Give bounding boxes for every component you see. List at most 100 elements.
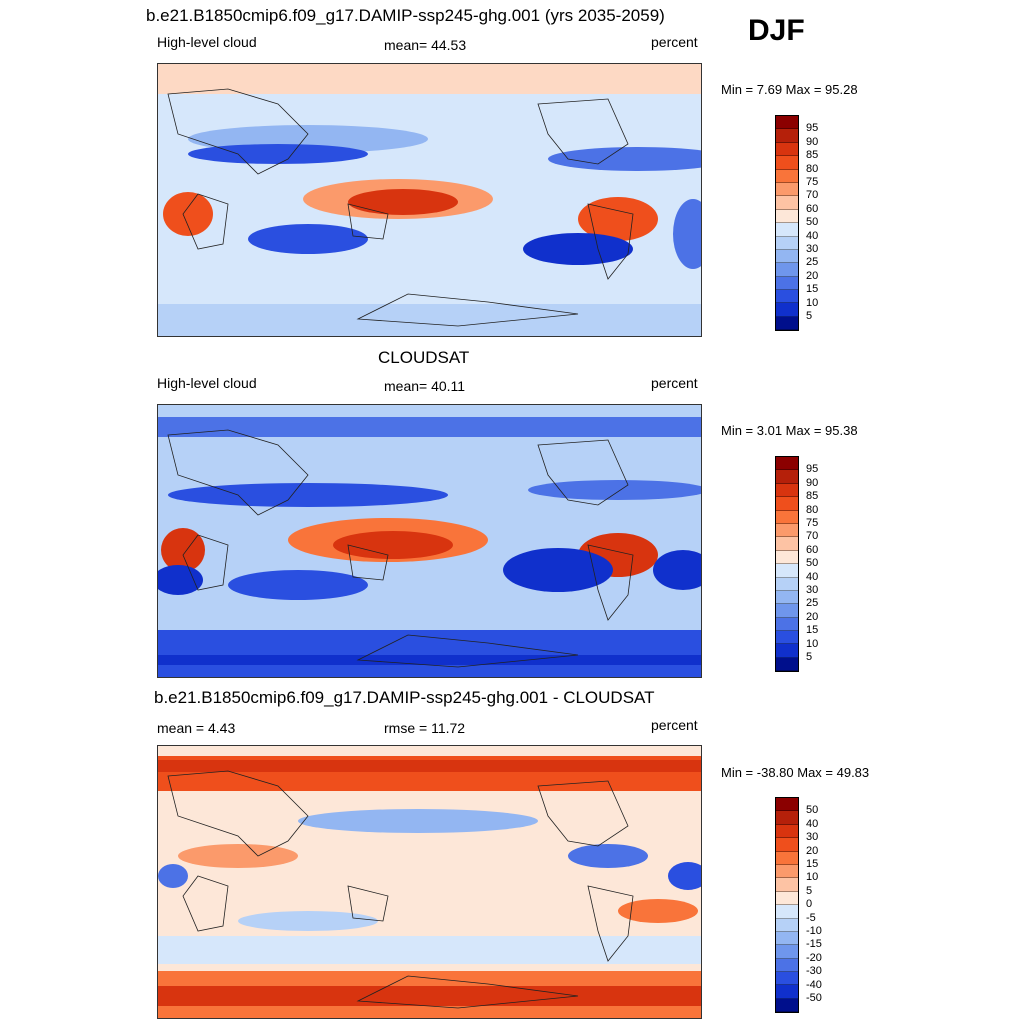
colorbar-tick-label: 70 [806,530,819,543]
colorbar-swatch [776,497,798,511]
colorbar-tick-label: 75 [806,517,819,529]
colorbar-swatch [776,523,798,538]
colorbar-swatch [776,156,798,170]
colorbar-tick-label: 15 [806,283,819,296]
colorbar-tick-label: 75 [806,176,819,188]
colorbar-swatch [776,657,798,672]
colorbar-tick-label: 15 [806,858,819,870]
colorbar-tick-label: 90 [806,135,819,148]
colorbar-swatch [776,604,798,618]
panel2-mean-label: mean= 40.11 [384,378,466,394]
colorbar-swatch [776,644,798,658]
colorbar-swatch [776,590,798,605]
colorbar-swatch [776,169,798,183]
colorbar-tick-label: 85 [806,149,819,162]
colorbar-tick-label: 5 [806,884,813,897]
colorbar-tick-label: 5 [806,651,813,663]
colorbar-swatch [776,142,798,157]
colorbar-tick-label: 10 [806,871,819,884]
panel3-colorbar [775,797,799,1014]
colorbar-swatch [776,483,798,498]
colorbar-swatch [776,196,798,210]
colorbar-tick-label: 25 [806,597,819,610]
colorbar-swatch [776,457,798,471]
colorbar-tick-label: 90 [806,476,819,489]
season-label: DJF [748,14,805,47]
colorbar-swatch [776,998,798,1013]
colorbar-swatch [776,811,798,825]
colorbar-swatch [776,537,798,551]
panel3-mean-label: mean = 4.43 [157,720,236,736]
colorbar-swatch [776,550,798,565]
colorbar-swatch [776,209,798,224]
colorbar-swatch [776,851,798,865]
colorbar-tick-label: 0 [806,898,813,911]
colorbar-tick-label: 50 [806,804,819,817]
colorbar-tick-label: -50 [806,992,822,1004]
colorbar-tick-label: 95 [806,463,819,476]
colorbar-tick-label: 10 [806,296,819,309]
panel2-units-label: percent [651,375,698,391]
colorbar-tick-label: 25 [806,256,819,269]
colorbar-tick-label: 50 [806,216,819,229]
panel1-mean-label: mean= 44.53 [384,37,467,53]
colorbar-swatch [776,129,798,143]
colorbar-swatch [776,972,798,986]
panel1-variable-label: High-level cloud [157,34,257,50]
colorbar-swatch [776,617,798,632]
panel1-title: b.e21.B1850cmip6.f09_g17.DAMIP-ssp245-gh… [146,6,665,25]
colorbar-swatch [776,116,798,130]
colorbar-swatch [776,798,798,812]
colorbar-tick-label: 60 [806,202,819,215]
colorbar-tick-label: 20 [806,269,819,282]
panel3-minmax: Min = -38.80 Max = 49.83 [721,765,870,780]
colorbar-tick-label: 95 [806,122,819,135]
colorbar-swatch [776,958,798,973]
panel3-rmse-label: rmse = 11.72 [384,720,466,736]
colorbar-tick-label: 80 [806,162,819,175]
colorbar-swatch [776,510,798,524]
colorbar-tick-label: 40 [806,817,819,830]
colorbar-swatch [776,223,798,237]
colorbar-tick-label: 70 [806,189,819,202]
colorbar-swatch [776,864,798,879]
colorbar-tick-label: 5 [806,310,813,322]
colorbar-swatch [776,316,798,331]
colorbar-tick-label: 60 [806,543,819,556]
panel2-colorbar [775,456,799,673]
colorbar-swatch [776,249,798,264]
colorbar-swatch [776,236,798,250]
colorbar-swatch [776,303,798,317]
colorbar-swatch [776,824,798,839]
colorbar-swatch [776,470,798,484]
colorbar-swatch [776,931,798,946]
colorbar-swatch [776,564,798,578]
colorbar-tick-label: -15 [806,938,822,951]
colorbar-tick-label: 15 [806,624,819,637]
colorbar-swatch [776,891,798,906]
colorbar-tick-label: 30 [806,243,819,255]
panel3-title: b.e21.B1850cmip6.f09_g17.DAMIP-ssp245-gh… [154,688,655,707]
colorbar-tick-label: 30 [806,831,819,844]
colorbar-tick-label: -30 [806,965,822,978]
colorbar-swatch [776,918,798,932]
colorbar-swatch [776,905,798,919]
panel1-minmax: Min = 7.69 Max = 95.28 [721,82,858,97]
panel2-variable-label: High-level cloud [157,375,257,391]
panel1-colorbar [775,115,799,332]
panel2-minmax: Min = 3.01 Max = 95.38 [721,423,858,438]
colorbar-swatch [776,985,798,999]
colorbar-tick-label: 40 [806,229,819,242]
panel3-map [157,745,702,1019]
panel2-map [157,404,702,678]
colorbar-swatch [776,290,798,304]
colorbar-tick-label: -10 [806,925,822,937]
colorbar-tick-label: -5 [806,911,816,924]
colorbar-tick-label: 20 [806,610,819,623]
colorbar-tick-label: 30 [806,584,819,596]
colorbar-swatch [776,945,798,959]
colorbar-swatch [776,263,798,277]
colorbar-swatch [776,838,798,852]
colorbar-tick-label: -40 [806,978,822,991]
colorbar-tick-label: 40 [806,570,819,583]
